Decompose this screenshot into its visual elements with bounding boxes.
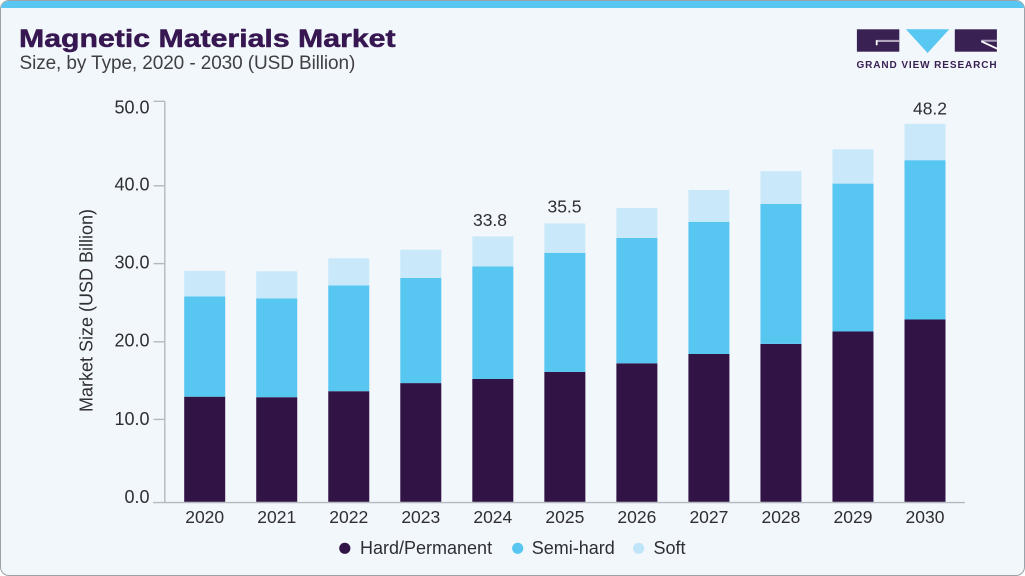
svg-text:Hard/Permanent: Hard/Permanent [360, 538, 492, 558]
svg-text:2025: 2025 [545, 507, 584, 527]
svg-text:2023: 2023 [401, 507, 440, 527]
svg-text:2026: 2026 [617, 507, 656, 527]
svg-text:35.5: 35.5 [547, 197, 581, 217]
svg-text:33.8: 33.8 [473, 210, 507, 230]
svg-text:Semi-hard: Semi-hard [532, 538, 615, 558]
svg-text:Market Size (USD Billion): Market Size (USD Billion) [77, 209, 97, 412]
svg-text:2021: 2021 [257, 507, 296, 527]
svg-text:50.0: 50.0 [114, 98, 149, 118]
svg-text:48.2: 48.2 [913, 98, 947, 118]
svg-text:0.0: 0.0 [124, 487, 149, 507]
svg-text:2027: 2027 [689, 507, 728, 527]
svg-text:GRAND VIEW RESEARCH: GRAND VIEW RESEARCH [857, 60, 998, 71]
svg-text:2029: 2029 [834, 507, 873, 527]
svg-text:10.0: 10.0 [114, 409, 149, 429]
svg-text:2020: 2020 [185, 507, 224, 527]
svg-text:40.0: 40.0 [114, 175, 149, 195]
svg-text:2024: 2024 [473, 507, 512, 527]
svg-text:30.0: 30.0 [114, 253, 149, 273]
svg-text:20.0: 20.0 [114, 330, 149, 350]
svg-text:2022: 2022 [329, 507, 368, 527]
svg-text:2030: 2030 [906, 507, 945, 527]
svg-text:Soft: Soft [654, 538, 686, 558]
svg-text:2028: 2028 [761, 507, 800, 527]
